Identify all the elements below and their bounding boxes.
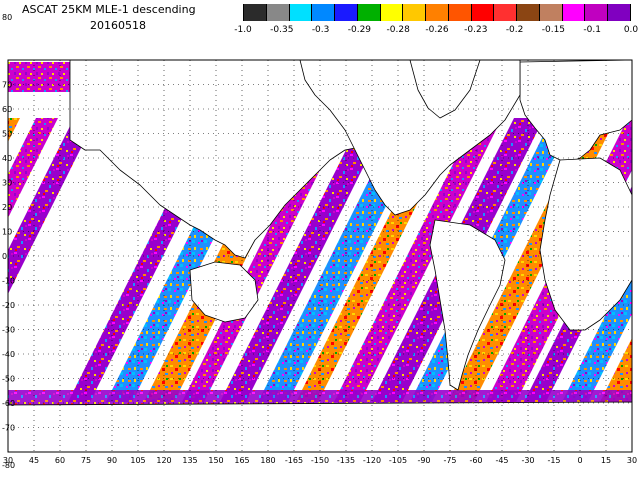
latitude-label: -80	[2, 461, 15, 470]
colorbar	[243, 4, 632, 21]
longitude-label: -165	[285, 456, 303, 465]
longitude-label: 0	[577, 456, 582, 465]
antarctic-swath-band	[8, 390, 632, 406]
longitude-label: -75	[443, 456, 456, 465]
colorbar-segment	[312, 4, 336, 21]
latitude-label: 80	[2, 13, 12, 22]
map-frame	[7, 59, 633, 453]
longitude-label: 60	[55, 456, 65, 465]
latitude-label: 70	[2, 81, 12, 90]
latitude-label: 10	[2, 228, 12, 237]
latitude-label: -10	[2, 277, 15, 286]
south-america-landmass	[429, 219, 506, 391]
north-america-landmass	[299, 59, 521, 216]
latitude-label: 60	[2, 105, 12, 114]
colorbar-segment	[243, 4, 267, 21]
swath-band	[8, 118, 20, 142]
longitude-label: 90	[107, 456, 117, 465]
latitude-label: 50	[2, 130, 12, 139]
longitude-label: -90	[417, 456, 430, 465]
longitude-label: 150	[208, 456, 223, 465]
colorbar-segment	[471, 4, 495, 21]
latitude-label: -70	[2, 424, 15, 433]
colorbar-segment	[494, 4, 518, 21]
map-border	[7, 59, 633, 453]
map-grid	[8, 60, 632, 452]
longitude-label: -60	[469, 456, 482, 465]
swath-band	[8, 118, 96, 294]
longitude-label: -30	[521, 456, 534, 465]
swath-band	[220, 118, 388, 402]
longitude-label: 135	[182, 456, 197, 465]
longitude-label: -120	[363, 456, 381, 465]
longitude-label: 105	[130, 456, 145, 465]
longitude-label: -150	[311, 456, 329, 465]
colorbar-segment	[426, 4, 449, 21]
longitude-label: -135	[337, 456, 355, 465]
colorbar-segment	[289, 4, 313, 21]
swath-band	[182, 118, 346, 402]
antarctica-landmass	[7, 401, 633, 453]
longitude-label: 120	[156, 456, 171, 465]
map-title: ASCAT 25KM MLE-1 descending	[22, 3, 196, 16]
longitude-label: 165	[234, 456, 249, 465]
colorbar-segment	[335, 4, 358, 21]
swath-band	[334, 118, 502, 402]
longitude-label: -105	[389, 456, 407, 465]
latitude-label: 40	[2, 154, 12, 163]
longitude-label: 30	[627, 456, 637, 465]
longitude-label: 15	[601, 456, 611, 465]
colorbar-segment	[380, 4, 404, 21]
longitude-label: 180	[260, 456, 275, 465]
swath-band	[8, 118, 58, 218]
latitude-label: -20	[2, 301, 15, 310]
latitude-label: -40	[2, 350, 15, 359]
latitude-label: -30	[2, 326, 15, 335]
latitude-label: 0	[2, 252, 7, 261]
colorbar-segment	[517, 4, 540, 21]
latitude-label: -60	[2, 399, 15, 408]
map-date: 20160518	[90, 19, 146, 32]
latitude-labels: 80 70 60 50 40 30 20 10 0 -10 -20 -30 -40 -50 -60 -70 -8…	[2, 13, 15, 470]
longitude-label: -15	[547, 456, 560, 465]
colorbar-segment	[608, 4, 632, 21]
latitude-label: 20	[2, 203, 12, 212]
longitude-labels: 30 45 60 75 90 105 120 135 150 165 180 -165 -150 -135…	[3, 456, 637, 465]
longitude-label: 45	[29, 456, 39, 465]
longitude-label: -45	[495, 456, 508, 465]
latitude-label: 30	[2, 179, 12, 188]
africa-landmass	[539, 157, 633, 331]
colorbar-segment	[585, 4, 609, 21]
colorbar-segment	[539, 4, 563, 21]
colorbar-segment	[448, 4, 472, 21]
longitude-label: 75	[81, 456, 91, 465]
latitude-label: -50	[2, 375, 15, 384]
colorbar-segment	[403, 4, 427, 21]
colorbar-segment	[562, 4, 586, 21]
colorbar-segment	[357, 4, 381, 21]
australia-landmass	[189, 261, 259, 323]
longitude-label: 30	[3, 456, 13, 465]
land-outlines	[7, 59, 633, 453]
greenland-landmass	[409, 59, 481, 119]
colorbar-segment	[266, 4, 290, 21]
